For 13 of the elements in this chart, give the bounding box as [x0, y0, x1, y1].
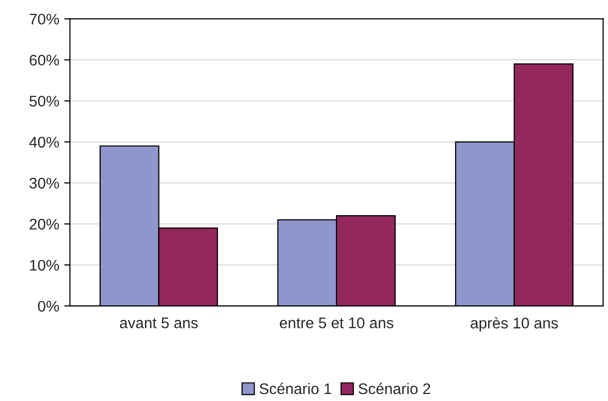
y-tick-label: 70%: [30, 14, 59, 25]
x-tick-label: après 10 ans: [470, 317, 558, 332]
legend-label: Scénario 1: [260, 382, 332, 394]
y-tick-label: 10%: [30, 260, 59, 271]
y-tick-label: 40%: [29, 136, 59, 148]
y-tick-label: 30%: [30, 178, 59, 189]
y-tick-label: 0%: [38, 300, 59, 312]
y-tick-label: 20%: [30, 218, 59, 230]
y-tick-label: 50%: [30, 96, 59, 107]
y-tick-label: 60%: [30, 54, 59, 66]
x-tick-label: entre 5 et 10 ans: [280, 317, 394, 328]
x-tick-label: avant 5 ans: [120, 318, 198, 328]
legend-label: Scénario 2: [358, 382, 430, 394]
